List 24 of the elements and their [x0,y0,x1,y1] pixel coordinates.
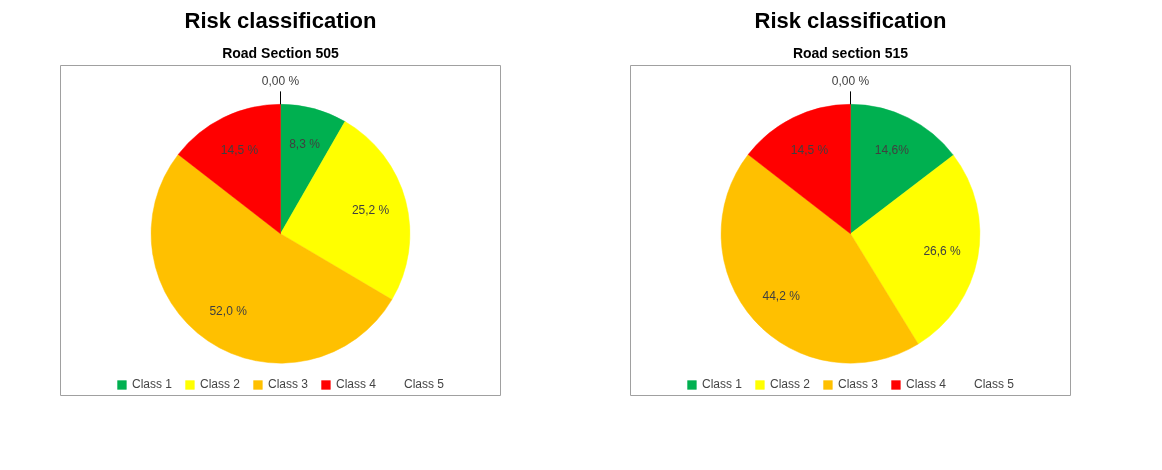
chart-title: Risk classification [754,7,947,33]
data-label: 14,5 % [790,143,829,158]
data-label: 14,5 % [220,143,259,158]
data-label: 14,6% [874,143,910,158]
legend-label: Class 1 [701,377,742,391]
legend-label: Class 3 [837,377,879,391]
legend-label: Class 4 [336,377,377,391]
chart-title: Risk classification [184,7,377,33]
legend-label: Class 4 [906,377,947,391]
category-label: Class 5 [404,377,445,391]
text: 0,00 % [261,73,300,88]
legend-label: Class 1 [131,377,172,391]
data-label: 52,0 % [209,303,248,318]
chart-subtitle: Road section 515 [792,44,909,61]
category-label: Class 5 [974,377,1015,391]
data-label: 26,6 % [923,243,962,258]
legend-label: Class 2 [769,377,810,391]
chart-subtitle: Road Section 505 [222,44,340,61]
data-label: 8,3 % [289,136,321,151]
legend-label: Class 3 [267,377,309,391]
data-label: 25,2 % [351,203,390,217]
data-label: 44,2 % [762,288,801,303]
text: 0,00 % [831,73,870,88]
legend-label: Class 2 [199,377,240,391]
